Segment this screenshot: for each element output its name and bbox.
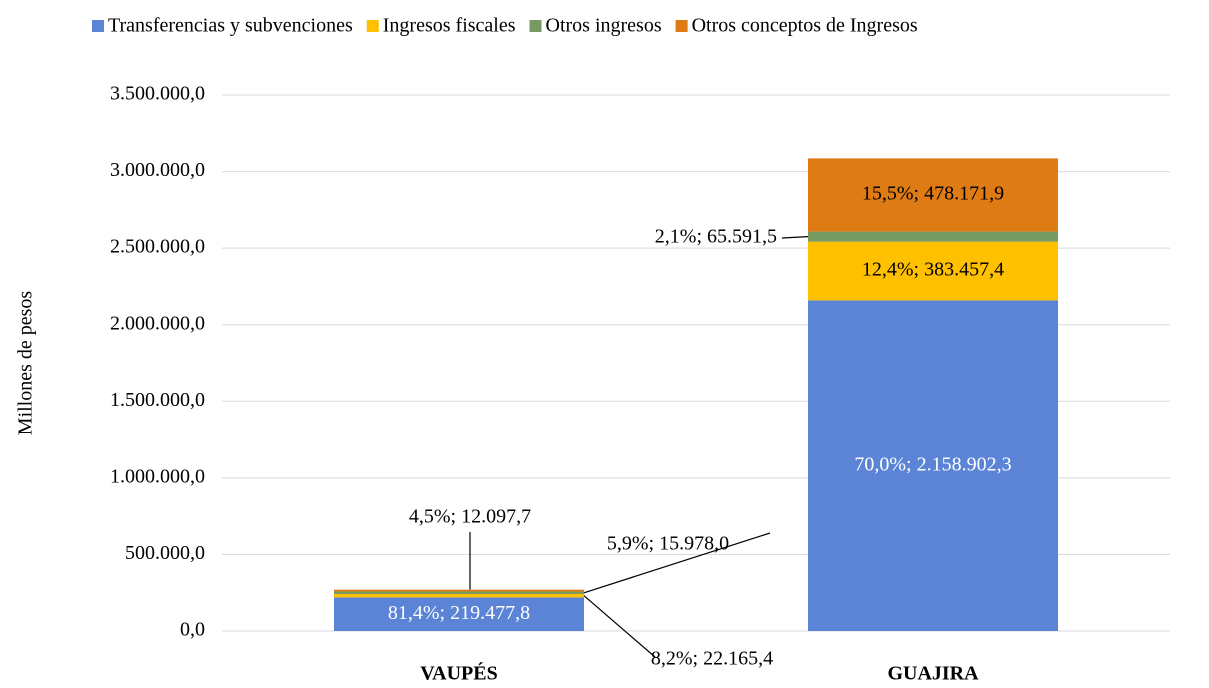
legend-swatch bbox=[529, 20, 542, 32]
bar-segment bbox=[334, 597, 584, 631]
y-tick-label: 0,0 bbox=[180, 619, 205, 641]
callout-line bbox=[781, 236, 809, 239]
bar-segment bbox=[808, 300, 1058, 631]
y-tick-label: 1.000.000,0 bbox=[110, 465, 205, 487]
x-tick-label: GUAJIRA bbox=[887, 663, 979, 685]
y-tick-label: 2.500.000,0 bbox=[110, 236, 205, 258]
legend-label: Transferencias y subvenciones bbox=[108, 15, 353, 37]
y-tick-label: 500.000,0 bbox=[125, 542, 205, 564]
y-tick-label: 1.500.000,0 bbox=[110, 389, 205, 411]
data-label: 5,9%; 15.978,0 bbox=[607, 533, 729, 555]
legend-swatch bbox=[366, 20, 379, 32]
bar-segment bbox=[334, 591, 584, 594]
data-label: 2,1%; 65.591,5 bbox=[655, 226, 777, 248]
y-axis-label: Millones de pesos bbox=[15, 291, 37, 436]
legend-label: Ingresos fiscales bbox=[383, 15, 516, 37]
data-label: 12,4%; 383.457,4 bbox=[862, 259, 1004, 281]
legend-label: Otros ingresos bbox=[546, 15, 662, 37]
bar-segment bbox=[808, 231, 1058, 242]
x-tick-label: VAUPÉS bbox=[420, 662, 497, 685]
data-label: 15,5%; 478.171,9 bbox=[862, 183, 1004, 205]
data-label: 8,2%; 22.165,4 bbox=[651, 648, 773, 670]
bar-segment bbox=[808, 158, 1058, 232]
y-tick-label: 3.500.000,0 bbox=[110, 83, 205, 105]
bar-segment bbox=[334, 589, 584, 592]
callout-line bbox=[583, 595, 656, 658]
data-label: 81,4%; 219.477,8 bbox=[388, 602, 530, 624]
y-tick-label: 2.000.000,0 bbox=[110, 312, 205, 334]
legend-swatch bbox=[675, 20, 688, 32]
legend-label: Otros conceptos de Ingresos bbox=[692, 15, 918, 37]
y-tick-label: 3.000.000,0 bbox=[110, 159, 205, 181]
data-label: 70,0%; 2.158.902,3 bbox=[854, 453, 1011, 475]
data-label: 4,5%; 12.097,7 bbox=[409, 506, 531, 528]
legend-swatch bbox=[92, 20, 104, 32]
bar-segment bbox=[808, 241, 1058, 301]
callout-line bbox=[583, 532, 771, 594]
bar-segment bbox=[334, 593, 584, 598]
